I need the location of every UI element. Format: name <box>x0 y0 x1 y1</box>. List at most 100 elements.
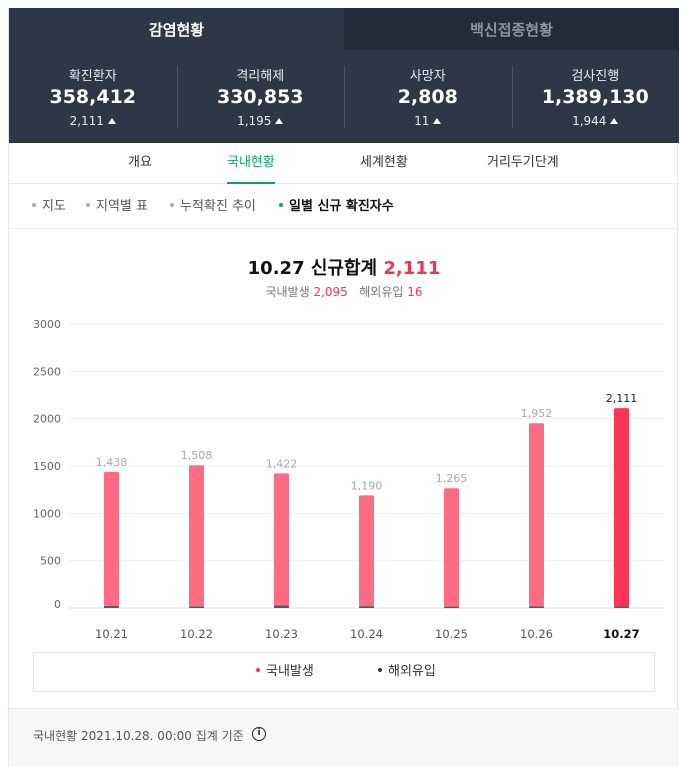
stat-delta: 1,195 <box>177 114 345 128</box>
filter-cumulative-trend[interactable]: 누적확진 추이 <box>170 184 256 229</box>
stat-label: 확진환자 <box>68 69 117 84</box>
up-arrow-icon <box>610 118 619 124</box>
x-tick-label: 10.23 <box>265 627 298 641</box>
chart-subtitle: 국내발생 2,095 해외유입 16 <box>9 283 679 300</box>
stat-delta-value: 1,195 <box>237 114 272 128</box>
stat-released: 격리해제 330,853 1,195 <box>176 50 345 143</box>
bar-overseas <box>529 606 544 608</box>
filter-bar: 지도 지역별 표 누적확진 추이 일별 신규 확진자수 <box>9 184 679 229</box>
filter-label: 지역별 표 <box>96 199 148 214</box>
y-tick-label: 500 <box>40 555 61 568</box>
footer-text: 국내현황 2021.10.28. 00:00 집계 기준 <box>33 729 244 743</box>
y-tick-label: 2000 <box>33 413 61 426</box>
x-tick-label: 10.25 <box>435 627 468 641</box>
bar-domestic <box>104 471 119 607</box>
legend-domestic[interactable]: 국내발생 <box>256 653 314 691</box>
bar-domestic <box>359 495 374 607</box>
filter-map[interactable]: 지도 <box>32 184 66 229</box>
stat-deaths: 사망자 2,808 11 <box>344 50 512 143</box>
stat-delta-value: 2,111 <box>69 114 104 128</box>
subtab-overview[interactable]: 개요 <box>128 155 152 170</box>
domestic-value: 2,095 <box>313 285 348 299</box>
x-tick-label: 10.26 <box>520 627 553 641</box>
stat-value: 1,389,130 <box>541 86 649 108</box>
stat-label: 격리해제 <box>236 69 285 84</box>
y-tick-label: 1500 <box>33 460 61 473</box>
legend-label: 해외유입 <box>388 664 436 679</box>
bar-domestic <box>614 408 629 607</box>
bar-overseas <box>359 606 374 608</box>
y-tick-label: 0 <box>54 598 61 611</box>
bar-domestic <box>274 473 289 606</box>
stat-label: 검사진행 <box>571 69 620 84</box>
bar-total-label: 1,422 <box>266 457 298 470</box>
y-tick-label: 1000 <box>33 507 61 520</box>
bar-overseas <box>444 606 459 609</box>
summary-title: 신규합계 <box>310 258 378 279</box>
filter-daily-new[interactable]: 일별 신규 확진자수 <box>279 184 394 229</box>
bullet-icon <box>32 203 36 207</box>
bar-overseas <box>274 605 289 608</box>
up-arrow-icon <box>433 118 442 124</box>
stat-label: 사망자 <box>409 69 446 84</box>
y-tick-label: 3000 <box>33 318 61 331</box>
stat-testing: 검사진행 1,389,130 1,944 <box>511 50 680 143</box>
up-arrow-icon <box>107 118 116 124</box>
stat-delta-value: 11 <box>414 114 430 128</box>
domestic-label: 국내발생 <box>265 285 310 299</box>
daily-new-cases-chart: 0 500 1000 1500 2000 2500 3000 1,438 10.21 1,508 1… <box>33 318 664 641</box>
chart-legend: 국내발생 해외유입 <box>33 652 655 692</box>
top-tabs: 감염현황 백신접종현황 <box>9 8 679 50</box>
bar-total-label: 2,111 <box>606 392 638 405</box>
filter-label: 누적확진 추이 <box>180 199 256 214</box>
bar-overseas <box>614 606 629 608</box>
legend-dot-icon <box>256 668 260 672</box>
stats-panel: 확진환자 358,412 2,111 격리해제 330,853 1,195 사망… <box>9 50 679 143</box>
bullet-icon <box>279 203 283 207</box>
bar-total-label: 1,508 <box>181 449 213 462</box>
filter-label: 일별 신규 확진자수 <box>289 199 394 214</box>
bar-domestic <box>189 465 204 607</box>
legend-label: 국내발생 <box>266 664 314 679</box>
legend-overseas[interactable]: 해외유입 <box>378 653 436 691</box>
subtab-domestic[interactable]: 국내현황 <box>227 143 275 184</box>
subtab-distancing[interactable]: 거리두기단계 <box>487 155 559 170</box>
footer: 국내현황 2021.10.28. 00:00 집계 기준 i <box>9 708 679 767</box>
bar-total-label: 1,190 <box>351 479 383 492</box>
legend-dot-icon <box>378 668 382 672</box>
bar-total-label: 1,265 <box>436 472 468 485</box>
x-tick-label: 10.22 <box>180 627 213 641</box>
tab-vaccination-status[interactable]: 백신접종현황 <box>344 8 679 50</box>
stat-confirmed: 확진환자 358,412 2,111 <box>9 50 177 143</box>
bar-overseas <box>104 606 119 608</box>
bar-domestic <box>529 423 544 607</box>
subtab-world[interactable]: 세계현황 <box>360 155 408 170</box>
stat-value: 358,412 <box>49 86 137 108</box>
bar-domestic <box>444 488 459 607</box>
stat-delta: 11 <box>344 114 512 128</box>
bullet-icon <box>170 203 174 207</box>
summary-date: 10.27 <box>247 258 305 279</box>
y-tick-label: 2500 <box>33 365 61 378</box>
overseas-value: 16 <box>407 285 423 299</box>
summary-total: 2,111 <box>383 258 441 279</box>
stat-delta: 2,111 <box>9 114 177 128</box>
x-tick-label: 10.21 <box>95 627 128 641</box>
overseas-label: 해외유입 <box>359 285 404 299</box>
x-tick-label: 10.27 <box>603 627 639 641</box>
info-icon[interactable]: i <box>252 727 266 741</box>
bar-overseas <box>189 606 204 608</box>
covid-status-widget: 감염현황 백신접종현황 확진환자 358,412 2,111 격리해제 330,… <box>8 8 679 767</box>
stat-value: 330,853 <box>216 86 304 108</box>
bar-total-label: 1,438 <box>96 456 128 469</box>
stat-delta: 1,944 <box>512 114 680 128</box>
filter-region-table[interactable]: 지역별 표 <box>86 184 148 229</box>
chart-title: 10.27 신규합계 2,111 <box>9 254 679 280</box>
bar-total-label: 1,952 <box>521 407 553 420</box>
x-tick-label: 10.24 <box>350 627 383 641</box>
bullet-icon <box>86 203 90 207</box>
sub-tabs: 개요 국내현황 세계현황 거리두기단계 <box>9 143 679 184</box>
filter-label: 지도 <box>42 199 66 214</box>
tab-infection-status[interactable]: 감염현황 <box>9 8 344 50</box>
stat-value: 2,808 <box>397 86 458 108</box>
